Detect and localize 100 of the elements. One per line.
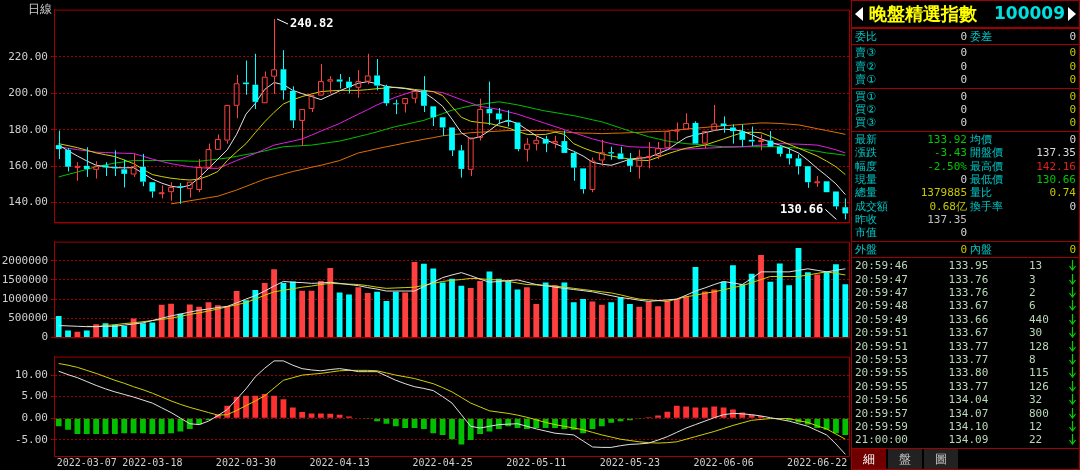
candlestick	[186, 181, 193, 199]
text: 0	[1069, 199, 1076, 214]
text: 現量	[855, 172, 877, 187]
text: 21:00:00 134.09 22	[855, 433, 1043, 447]
bar	[748, 273, 755, 337]
text: 內盤	[970, 242, 992, 257]
bar	[252, 289, 259, 337]
bar	[776, 263, 783, 337]
text: 0	[1069, 116, 1076, 130]
candlestick	[449, 127, 455, 157]
text: 0	[1069, 89, 1076, 103]
bar	[168, 418, 174, 434]
candlestick	[205, 143, 212, 169]
bar	[243, 395, 249, 418]
candlestick	[252, 53, 259, 110]
bar	[458, 418, 465, 445]
annotation: 240.82	[290, 16, 334, 31]
bar	[55, 315, 62, 337]
text: 0.68亿	[929, 199, 967, 214]
text: 0	[1069, 102, 1076, 117]
bar	[477, 418, 483, 435]
text: 0	[1069, 30, 1076, 44]
text: 0	[1069, 132, 1076, 147]
bar	[421, 418, 427, 429]
candlestick	[392, 99, 399, 115]
bar	[524, 287, 530, 337]
bar	[392, 291, 399, 337]
x-tick-label: 2022-04-13	[309, 456, 370, 468]
bar	[701, 407, 708, 418]
text: 20:59:55 133.77 126	[855, 379, 1049, 394]
candlestick	[374, 58, 380, 91]
candlestick	[308, 94, 315, 113]
text: 1379885	[920, 186, 967, 200]
y-tick-label: 200.00	[8, 86, 48, 100]
text: 買①	[855, 89, 876, 103]
text: 20:59:51 133.67 30	[855, 326, 1043, 340]
candlestick	[589, 156, 596, 193]
bar	[308, 413, 315, 418]
text: 換手率	[970, 199, 1003, 214]
bar	[158, 418, 165, 435]
bar	[149, 322, 156, 337]
bar	[673, 405, 680, 418]
bar	[392, 418, 399, 427]
x-tick-label: 2022-04-25	[412, 456, 473, 468]
bar	[93, 418, 100, 435]
candlestick	[289, 85, 296, 129]
text: 0	[960, 242, 967, 257]
bar	[327, 268, 334, 337]
candlestick	[524, 137, 530, 162]
bar	[121, 418, 128, 434]
bar	[730, 265, 736, 337]
candlestick	[299, 108, 306, 147]
x-tick-label: 2022-05-11	[506, 456, 567, 468]
bar	[645, 301, 652, 337]
text: 100009	[994, 3, 1065, 23]
bar	[842, 418, 849, 435]
text: 0	[1069, 46, 1076, 60]
text: 0	[960, 226, 967, 240]
bar	[252, 395, 259, 418]
bar	[804, 272, 811, 337]
bar	[83, 418, 90, 435]
bar	[421, 263, 427, 337]
bar	[598, 418, 605, 427]
candlestick	[439, 117, 446, 137]
bar	[65, 418, 71, 430]
text: 0	[960, 116, 967, 130]
text: 細	[852, 449, 886, 469]
text: 20:59:56 134.04 32	[855, 393, 1043, 407]
bar	[664, 300, 671, 337]
text: 20:59:47 133.76 3	[855, 272, 1036, 287]
bar	[149, 418, 156, 435]
candlestick	[158, 184, 165, 199]
text: 0	[1069, 242, 1076, 257]
bar	[346, 294, 352, 337]
candlestick	[130, 153, 137, 178]
bar	[355, 287, 362, 337]
y-tick-label: 2000000	[1, 253, 48, 267]
bar	[271, 395, 277, 418]
candlestick	[83, 146, 90, 178]
text: 0	[960, 73, 967, 87]
text: 0	[960, 102, 967, 117]
bar	[711, 289, 718, 337]
text: -3.43	[933, 146, 967, 160]
candlestick	[786, 147, 793, 166]
candlestick	[570, 150, 577, 182]
bar	[130, 418, 137, 434]
candlestick	[74, 161, 81, 182]
text: 20:59:57 134.07 800	[855, 406, 1049, 420]
bar	[224, 306, 231, 337]
candlestick	[842, 197, 849, 220]
bar	[364, 292, 371, 337]
candlestick	[121, 159, 128, 188]
x-tick-label: 2022-03-07	[56, 456, 117, 468]
candlestick	[364, 53, 371, 85]
chart-title: 日線	[28, 1, 52, 18]
bar	[111, 418, 118, 435]
candlestick	[477, 98, 483, 142]
text: 0	[960, 89, 967, 103]
bar	[842, 284, 849, 337]
x-tick-label: 2022-03-18	[122, 456, 183, 468]
